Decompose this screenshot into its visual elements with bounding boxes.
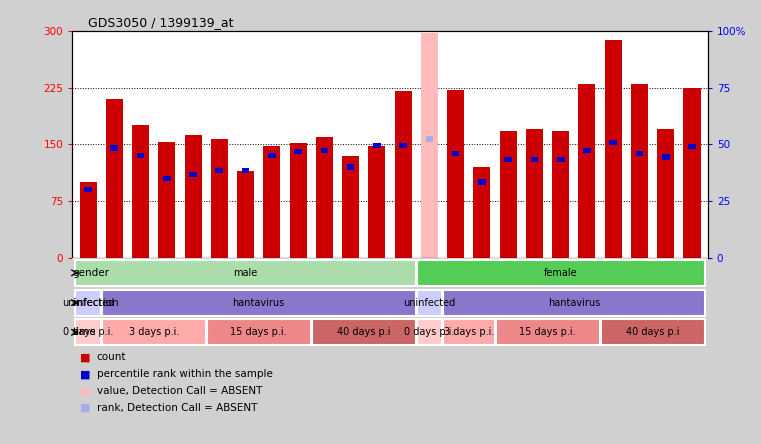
Text: 15 days p.i.: 15 days p.i.: [519, 327, 576, 337]
Bar: [242, 168, 250, 173]
Bar: [425, 136, 433, 142]
Text: ■: ■: [80, 353, 91, 362]
Bar: [578, 84, 595, 258]
Text: infection: infection: [73, 297, 119, 308]
Text: ■: ■: [80, 403, 91, 413]
Bar: [395, 91, 412, 258]
Bar: [295, 149, 302, 155]
Bar: [215, 168, 223, 173]
Bar: [400, 143, 407, 148]
Bar: [137, 153, 145, 158]
Bar: [132, 126, 149, 258]
Text: uninfected: uninfected: [62, 297, 114, 308]
Bar: [447, 90, 464, 258]
Bar: [452, 151, 460, 156]
Text: count: count: [97, 353, 126, 362]
Bar: [557, 157, 565, 162]
Bar: [421, 33, 438, 258]
Bar: [312, 319, 416, 345]
Bar: [662, 155, 670, 160]
Text: uninfected: uninfected: [403, 297, 456, 308]
Bar: [75, 289, 100, 316]
Bar: [368, 146, 385, 258]
Bar: [79, 182, 97, 258]
Bar: [316, 137, 333, 258]
Text: 0 days p.i.: 0 days p.i.: [63, 327, 113, 337]
Bar: [631, 84, 648, 258]
Bar: [263, 146, 280, 258]
Bar: [583, 148, 591, 153]
Bar: [189, 172, 197, 177]
Bar: [268, 153, 275, 158]
Bar: [443, 319, 495, 345]
Bar: [658, 129, 674, 258]
Bar: [290, 143, 307, 258]
Text: 3 days p.i.: 3 days p.i.: [444, 327, 494, 337]
Text: rank, Detection Call = ABSENT: rank, Detection Call = ABSENT: [97, 403, 257, 413]
Bar: [237, 171, 254, 258]
Bar: [473, 167, 490, 258]
Bar: [106, 99, 123, 258]
Bar: [605, 40, 622, 258]
Text: time: time: [73, 327, 97, 337]
Bar: [417, 289, 442, 316]
Bar: [102, 289, 416, 316]
Bar: [417, 260, 705, 286]
Bar: [443, 289, 705, 316]
Bar: [610, 140, 617, 146]
Bar: [478, 179, 486, 185]
Text: percentile rank within the sample: percentile rank within the sample: [97, 369, 272, 379]
Bar: [505, 157, 512, 162]
Bar: [683, 88, 701, 258]
Bar: [495, 319, 600, 345]
Bar: [110, 146, 118, 151]
Text: gender: gender: [73, 268, 110, 278]
Text: 15 days p.i.: 15 days p.i.: [231, 327, 287, 337]
Bar: [207, 319, 310, 345]
Bar: [600, 319, 705, 345]
Text: hantavirus: hantavirus: [548, 297, 600, 308]
Text: 40 days p.i: 40 days p.i: [337, 327, 390, 337]
Bar: [158, 142, 175, 258]
Bar: [552, 131, 569, 258]
Bar: [347, 164, 355, 170]
Text: ■: ■: [80, 386, 91, 396]
Bar: [526, 129, 543, 258]
Bar: [635, 151, 643, 156]
Bar: [102, 319, 205, 345]
Bar: [75, 319, 100, 345]
Text: ■: ■: [80, 369, 91, 379]
Bar: [163, 176, 170, 181]
Bar: [185, 135, 202, 258]
Text: male: male: [234, 268, 258, 278]
Text: 3 days p.i.: 3 days p.i.: [129, 327, 179, 337]
Bar: [320, 148, 328, 153]
Text: GDS3050 / 1399139_at: GDS3050 / 1399139_at: [88, 16, 233, 29]
Text: 0 days p.i.: 0 days p.i.: [404, 327, 454, 337]
Bar: [500, 131, 517, 258]
Bar: [530, 157, 538, 162]
Bar: [211, 139, 228, 258]
Bar: [688, 144, 696, 149]
Bar: [417, 319, 442, 345]
Text: value, Detection Call = ABSENT: value, Detection Call = ABSENT: [97, 386, 262, 396]
Text: hantavirus: hantavirus: [233, 297, 285, 308]
Bar: [373, 143, 380, 148]
Bar: [84, 187, 92, 192]
Text: female: female: [544, 268, 578, 278]
Bar: [75, 260, 416, 286]
Bar: [342, 156, 359, 258]
Text: 40 days p.i: 40 days p.i: [626, 327, 680, 337]
